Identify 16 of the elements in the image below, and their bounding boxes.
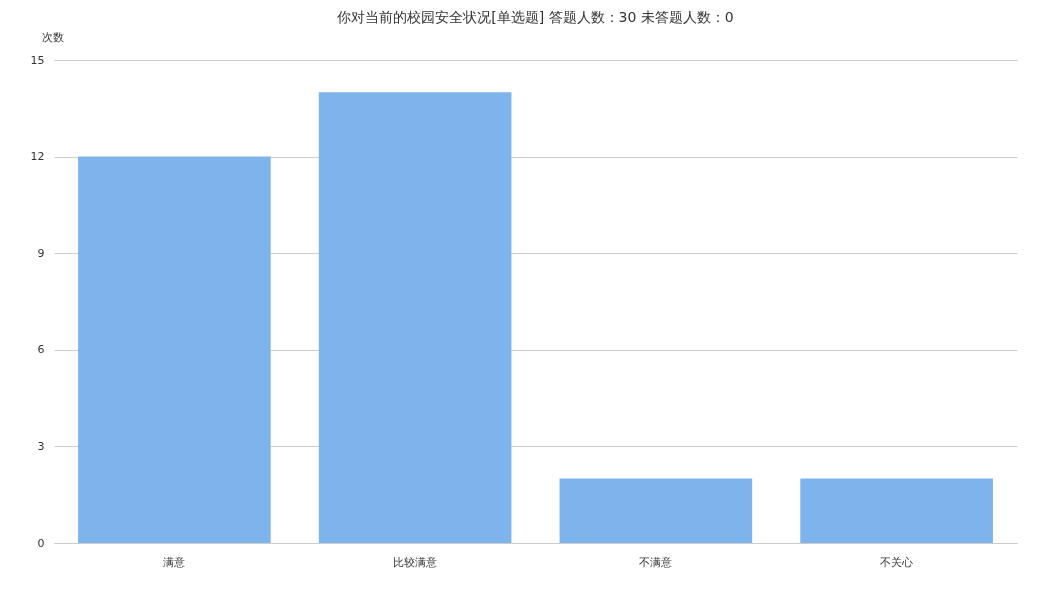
bar bbox=[800, 478, 993, 543]
y-tick-label: 0 bbox=[37, 536, 45, 550]
x-tick-label: 不满意 bbox=[639, 555, 673, 569]
bar bbox=[318, 92, 512, 543]
y-tick-label: 12 bbox=[30, 150, 45, 164]
x-tick-label: 满意 bbox=[163, 555, 186, 569]
x-tick-label: 比较满意 bbox=[393, 555, 438, 569]
y-tick-label: 9 bbox=[37, 246, 45, 260]
chart-title: 你对当前的校园安全状况[单选题] 答题人数：30 未答题人数：0 bbox=[336, 9, 734, 25]
y-tick-label: 3 bbox=[37, 439, 45, 453]
x-tick-label: 不关心 bbox=[880, 555, 914, 569]
y-tick-label: 6 bbox=[37, 343, 45, 357]
y-tick-label: 15 bbox=[30, 53, 45, 67]
bar bbox=[78, 156, 271, 543]
bar bbox=[559, 478, 753, 543]
y-axis-title: 次数 bbox=[41, 30, 64, 44]
